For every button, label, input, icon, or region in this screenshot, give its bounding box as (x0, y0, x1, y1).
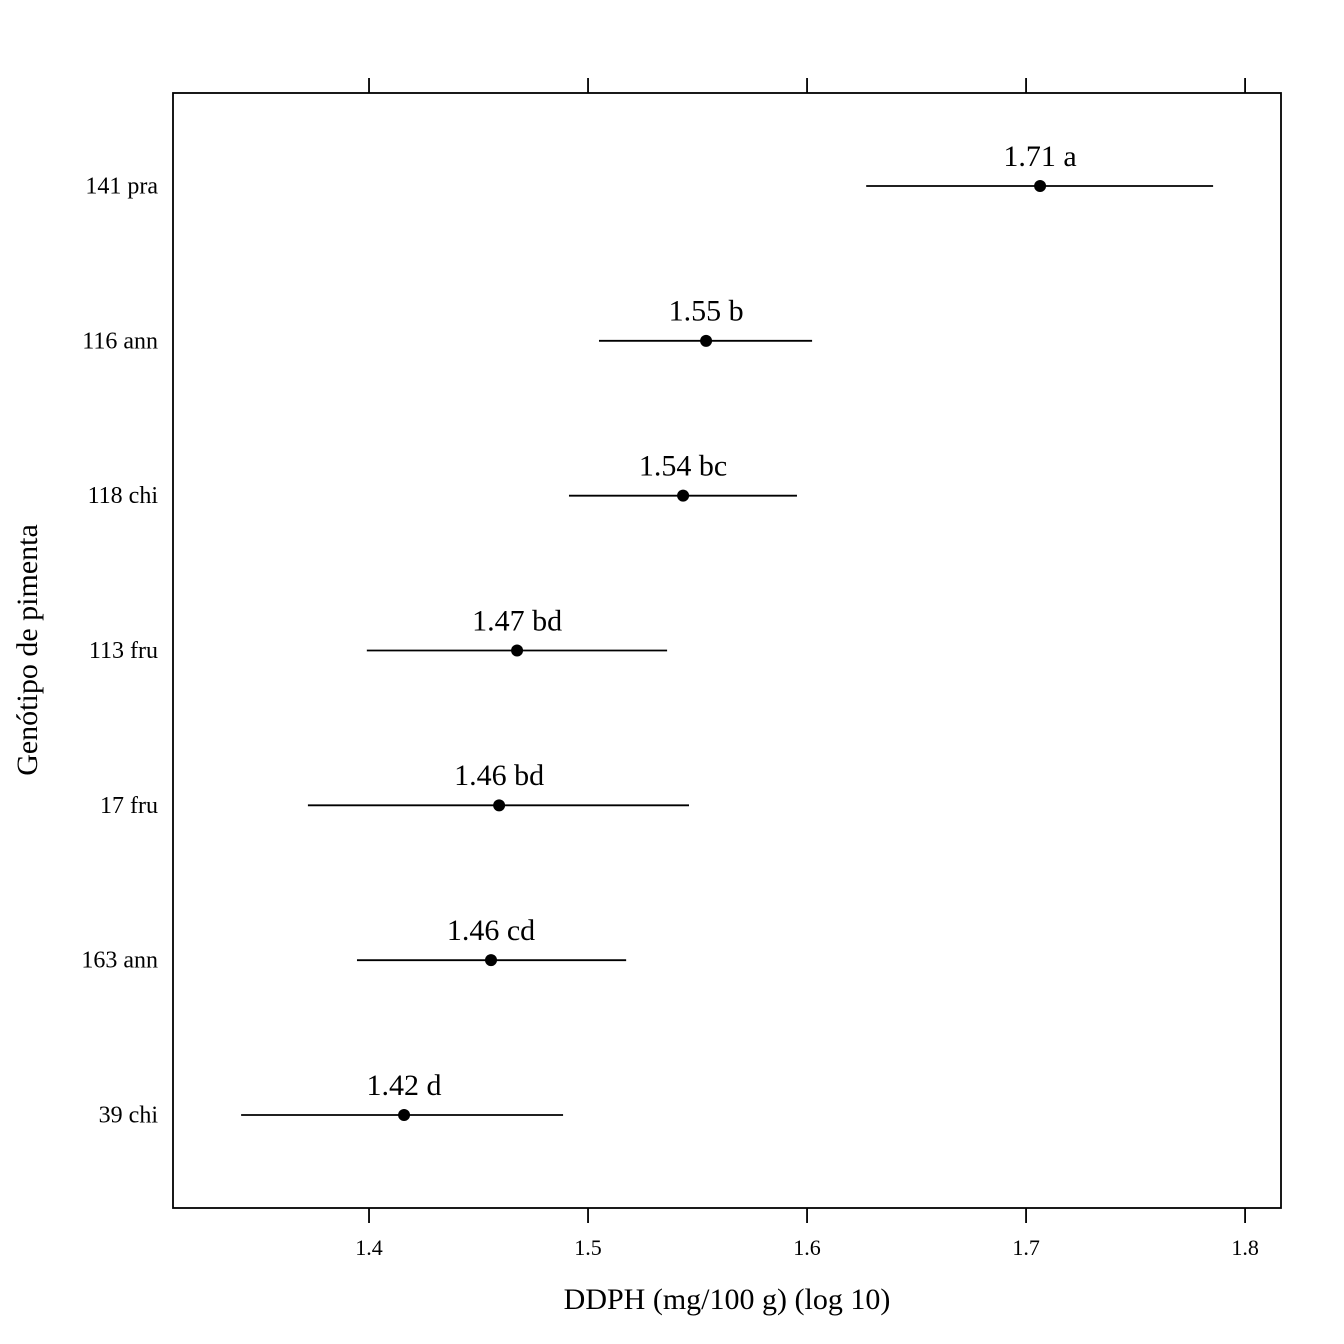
value-label: 1.55 b (669, 295, 744, 328)
x-tick-label: 1.5 (574, 1235, 602, 1260)
point (398, 1109, 411, 1121)
point (700, 334, 713, 347)
x-axis-label: DDPH (mg/100 g) (log 10) (564, 1283, 891, 1316)
y-tick-label: 116 ann (82, 328, 158, 354)
value-label: 1.71 a (1003, 140, 1076, 173)
point (677, 489, 690, 502)
y-tick-label: 163 ann (81, 948, 158, 974)
value-label: 1.46 cd (447, 914, 535, 947)
x-tick-label: 1.6 (793, 1235, 821, 1260)
y-axis-label: Genótipo de pimenta (11, 524, 44, 776)
value-label: 1.42 d (367, 1069, 442, 1102)
x-tick-label: 1.7 (1012, 1235, 1040, 1260)
y-tick-label: 141 pra (85, 174, 158, 200)
value-label: 1.46 bd (454, 759, 544, 792)
y-tick-label: 39 chi (99, 1103, 159, 1129)
y-tick-label: 113 fru (89, 638, 158, 664)
y-tick-label: 118 chi (88, 483, 159, 509)
x-tick-label: 1.4 (355, 1235, 383, 1260)
point (485, 954, 498, 967)
point (511, 644, 524, 657)
point (1034, 180, 1047, 192)
value-label: 1.54 bc (639, 450, 727, 483)
y-tick-label: 17 fru (100, 793, 158, 819)
value-label: 1.47 bd (472, 604, 562, 637)
plot-frame (172, 92, 1282, 1209)
point (493, 799, 506, 812)
x-tick-label: 1.8 (1231, 1235, 1259, 1260)
